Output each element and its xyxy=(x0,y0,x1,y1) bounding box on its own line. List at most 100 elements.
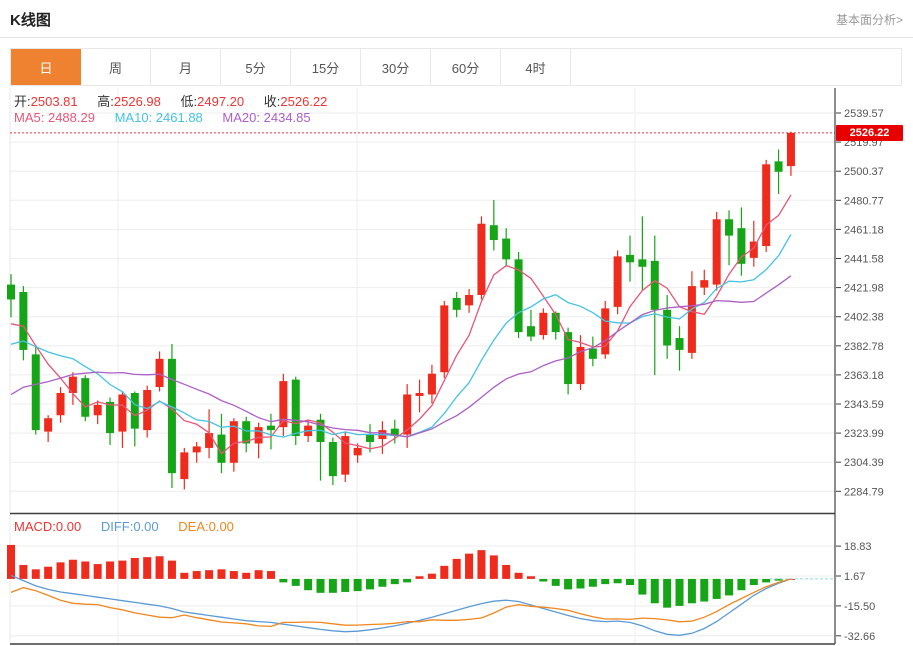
candle-body xyxy=(242,421,251,444)
candlestick-pane xyxy=(7,131,835,490)
close-value: 2526.22 xyxy=(280,94,328,109)
svg-text:18.83: 18.83 xyxy=(844,541,872,553)
tab-4hour[interactable]: 4时 xyxy=(501,49,571,85)
candle-body xyxy=(700,280,709,288)
macd-bar xyxy=(588,578,597,587)
candle-body xyxy=(514,259,523,333)
candle-body xyxy=(489,225,498,241)
candle-body xyxy=(229,421,238,463)
macd-bar xyxy=(650,578,659,604)
candle-body xyxy=(576,346,585,385)
macd-label: MACD: xyxy=(14,519,56,534)
open-value: 2503.81 xyxy=(30,94,78,109)
macd-bar xyxy=(353,578,362,592)
macd-value: 0.00 xyxy=(55,519,82,534)
macd-bar xyxy=(427,573,436,579)
candle-body xyxy=(675,338,684,350)
svg-text:2461.18: 2461.18 xyxy=(844,224,884,236)
candle-body xyxy=(180,452,189,480)
macd-bar xyxy=(526,576,535,579)
macd-bar xyxy=(564,578,573,590)
page-title: K线图 xyxy=(10,12,51,29)
candle-body xyxy=(539,312,548,336)
candle-body xyxy=(390,428,399,437)
macd-bar xyxy=(749,578,758,585)
macd-bar xyxy=(266,571,275,579)
macd-bar xyxy=(390,578,399,585)
ma10-label: MA10: xyxy=(114,110,153,125)
macd-bar xyxy=(514,572,523,579)
macd-bar xyxy=(254,570,263,579)
candle-body xyxy=(477,223,486,295)
dea-label: DEA: xyxy=(178,519,209,534)
tab-day[interactable]: 日 xyxy=(11,49,81,85)
macd-bar xyxy=(68,559,77,579)
macd-bar xyxy=(118,560,127,579)
kline-chart-svg: 2539.572519.972500.372480.772461.182441.… xyxy=(7,88,884,645)
candle-body xyxy=(205,433,214,448)
svg-text:1.67: 1.67 xyxy=(844,571,865,583)
macd-bar xyxy=(143,557,152,579)
macd-bar xyxy=(403,578,412,583)
svg-text:2500.37: 2500.37 xyxy=(844,166,884,178)
candle-body xyxy=(217,434,226,463)
macd-bar xyxy=(613,578,622,584)
macd-bar xyxy=(167,560,176,579)
ma20-value: 2434.85 xyxy=(263,110,311,125)
candle-body xyxy=(167,358,176,474)
macd-bar xyxy=(205,570,214,579)
candle-body xyxy=(7,284,15,300)
ma20-line xyxy=(10,275,792,438)
chart-area: 2539.57 2519.97 2500.37 2480.77 2461.18 2441.… xyxy=(0,88,913,646)
tab-week[interactable]: 周 xyxy=(81,49,151,85)
candle-body xyxy=(31,354,40,431)
macd-bar xyxy=(279,578,288,583)
svg-text:-32.66: -32.66 xyxy=(844,631,875,643)
macd-bar xyxy=(663,578,672,608)
candle-body xyxy=(403,394,412,435)
macd-readout: MACD:0.00 DIFF:0.00 DEA:0.00 xyxy=(14,519,250,534)
svg-text:2441.58: 2441.58 xyxy=(844,253,884,265)
diff-label: DIFF: xyxy=(100,519,134,534)
tab-15min[interactable]: 15分 xyxy=(291,49,361,85)
current-price-tag: 2526.22 xyxy=(836,124,903,141)
tab-60min[interactable]: 60分 xyxy=(431,49,501,85)
candle-body xyxy=(19,292,28,350)
macd-bar xyxy=(378,578,387,587)
tab-30min[interactable]: 30分 xyxy=(361,49,431,85)
ma-readout: MA5: 2488.29 MA10: 2461.88 MA20: 2434.85 xyxy=(14,110,327,125)
tab-5min[interactable]: 5分 xyxy=(221,49,291,85)
macd-bar xyxy=(81,561,90,579)
candle-body xyxy=(192,446,201,453)
macd-bar xyxy=(19,564,28,579)
macd-bar xyxy=(106,561,115,579)
candle-body xyxy=(366,434,375,442)
low-value: 2497.20 xyxy=(197,94,245,109)
candle-body xyxy=(749,241,758,258)
candle-body xyxy=(44,418,53,432)
svg-text:2343.59: 2343.59 xyxy=(844,399,884,411)
candle-body xyxy=(130,392,139,429)
macd-bar xyxy=(304,578,313,591)
macd-bar xyxy=(31,569,40,579)
widget-header: K线图 基本面分析> xyxy=(0,0,913,38)
ma10-value: 2461.88 xyxy=(155,110,203,125)
macd-bar xyxy=(489,555,498,579)
macd-bar xyxy=(415,576,424,579)
fundamental-analysis-link[interactable]: 基本面分析> xyxy=(835,13,903,27)
svg-text:2284.79: 2284.79 xyxy=(844,486,884,498)
svg-text:2382.78: 2382.78 xyxy=(844,341,884,353)
high-value: 2526.98 xyxy=(113,94,161,109)
tab-month[interactable]: 月 xyxy=(151,49,221,85)
macd-bar xyxy=(93,564,102,579)
macd-bar xyxy=(687,578,696,604)
candle-body xyxy=(601,308,610,355)
macd-bar xyxy=(242,572,251,579)
candle-body xyxy=(712,219,721,285)
macd-bar xyxy=(44,566,53,579)
macd-bar xyxy=(291,578,300,586)
macd-bar xyxy=(328,578,337,593)
dea-line xyxy=(10,578,792,628)
candle-body xyxy=(786,132,795,167)
